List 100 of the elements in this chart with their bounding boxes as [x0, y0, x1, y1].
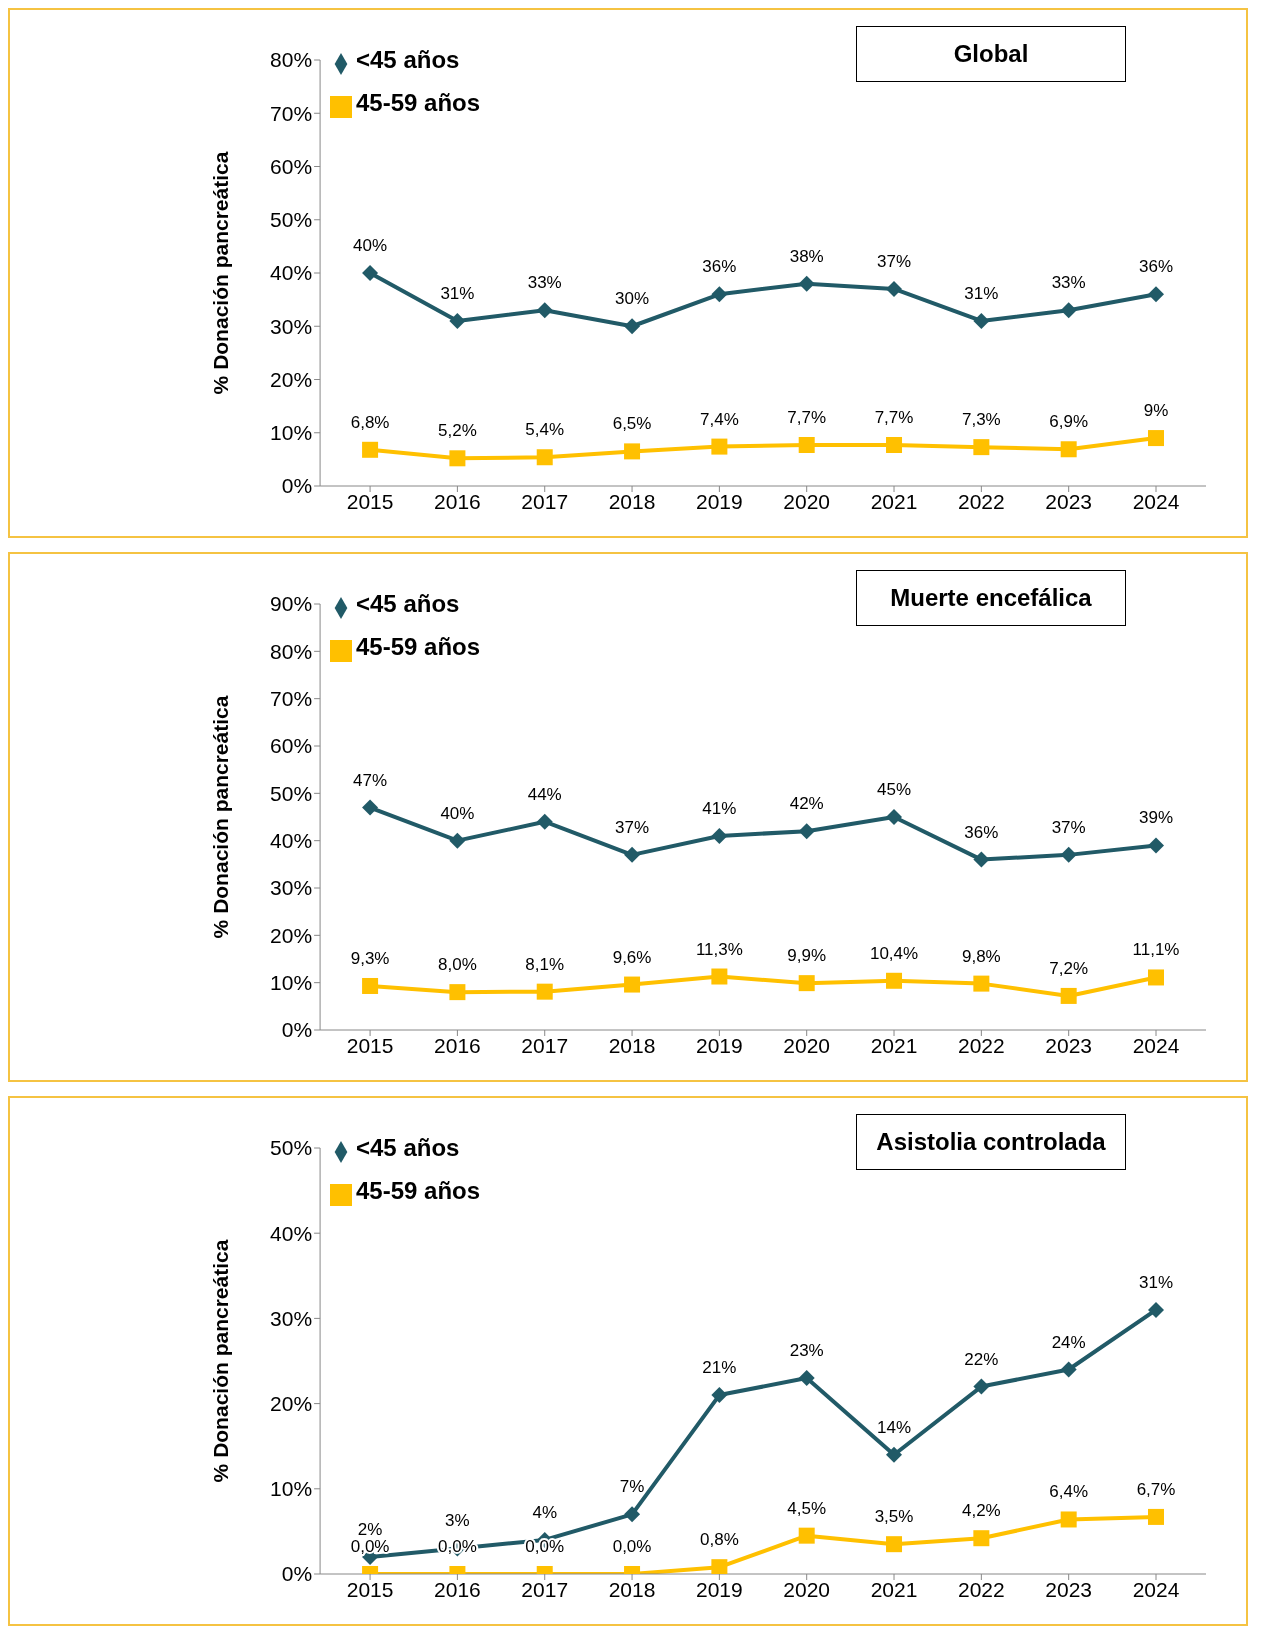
x-tick-label: 2016 [434, 1033, 481, 1057]
y-axis-title: % Donación pancreática [208, 151, 232, 395]
data-label: 30% [615, 289, 650, 309]
point [536, 983, 553, 1000]
data-label: 44% [527, 784, 562, 804]
y-axis-title: % Donación pancreática [208, 695, 232, 939]
point [886, 437, 903, 453]
x-tick-label: 2023 [1045, 489, 1093, 513]
data-label: 0,8% [700, 1530, 739, 1550]
y-tick-label: 80% [270, 48, 313, 72]
point [624, 976, 641, 993]
y-tick-label: 70% [270, 687, 313, 711]
point [1148, 286, 1164, 303]
point [973, 439, 990, 456]
point [536, 813, 553, 830]
point [1060, 302, 1077, 319]
data-label: 37% [615, 817, 650, 837]
point [886, 1536, 903, 1553]
data-label: 31% [964, 283, 999, 303]
legend-label: <45 años [356, 590, 460, 617]
legend-label: 45-59 años [356, 89, 481, 116]
x-tick-label: 2017 [521, 489, 569, 513]
data-label: 6,5% [612, 414, 652, 434]
data-label: 11,3% [695, 939, 743, 959]
y-tick-label: 30% [270, 314, 313, 338]
x-tick-label: 2015 [346, 1577, 394, 1601]
data-label: 36% [1138, 257, 1174, 277]
point [624, 443, 641, 460]
x-tick-label: 2022 [957, 489, 1005, 513]
y-tick-label: 90% [270, 592, 313, 616]
data-label: 6,8% [350, 412, 390, 432]
x-tick-label: 2021 [870, 489, 918, 513]
y-tick-label: 40% [270, 1221, 313, 1245]
point [362, 977, 379, 994]
data-label: 31% [1138, 1272, 1174, 1292]
data-label: 9,3% [350, 948, 390, 968]
y-tick-label: 10% [270, 1477, 313, 1501]
data-label: 11,1% [1132, 940, 1180, 960]
data-label: 7,7% [874, 408, 914, 427]
data-label: 8,0% [438, 955, 477, 975]
point [1060, 1361, 1077, 1378]
y-tick-label: 60% [270, 734, 313, 758]
x-tick-label: 2023 [1045, 1033, 1093, 1057]
point [1148, 1508, 1164, 1525]
data-label: 9,6% [612, 947, 652, 967]
data-label: 5,4% [525, 420, 565, 440]
point [886, 280, 903, 297]
x-tick-label: 2024 [1132, 1033, 1180, 1057]
x-tick-label: 2015 [346, 1033, 394, 1057]
x-tick-label: 2016 [434, 489, 481, 513]
chart-title: Muerte encefálica [890, 584, 1092, 612]
x-tick-label: 2021 [870, 1033, 918, 1057]
y-tick-label: 80% [270, 639, 313, 663]
y-axis-title: % Donación pancreática [208, 1239, 232, 1483]
data-label: 23% [789, 1341, 824, 1361]
point [973, 975, 990, 992]
data-label: 8,1% [525, 954, 565, 974]
point [1148, 837, 1164, 854]
point [1060, 987, 1077, 1004]
x-tick-label: 2024 [1132, 489, 1180, 513]
x-tick-label: 2022 [957, 1033, 1005, 1057]
point [536, 302, 553, 319]
x-tick-label: 2020 [783, 1577, 831, 1601]
data-label: 40% [353, 236, 388, 255]
y-tick-label: 40% [270, 829, 313, 853]
x-tick-label: 2020 [783, 489, 831, 513]
x-tick-label: 2020 [783, 1033, 831, 1057]
y-tick-label: 10% [270, 421, 313, 445]
data-label: 0,0% [525, 1537, 565, 1556]
x-tick-label: 2016 [434, 1577, 481, 1601]
data-label: 38% [789, 246, 824, 266]
chart-title: Global [953, 40, 1029, 68]
point [624, 1506, 641, 1523]
point [973, 312, 990, 329]
legend-label: <45 años [356, 1134, 460, 1161]
data-label: 7,2% [1049, 958, 1089, 978]
data-label: 9,8% [961, 946, 1001, 966]
point [711, 1387, 728, 1404]
x-tick-label: 2017 [521, 1577, 569, 1601]
data-label: 4,5% [787, 1498, 827, 1518]
point [886, 1446, 903, 1463]
data-label: 0,0% [350, 1537, 390, 1556]
y-tick-label: 20% [270, 367, 313, 391]
point [449, 312, 466, 329]
x-tick-label: 2017 [521, 1033, 569, 1057]
data-label: 22% [964, 1349, 999, 1369]
x-tick-label: 2019 [696, 1577, 743, 1601]
x-tick-label: 2023 [1045, 1577, 1093, 1601]
chart-title: Asistolia controlada [876, 1128, 1106, 1156]
y-tick-label: 0% [281, 1018, 313, 1042]
data-label: 47% [353, 770, 388, 790]
data-label: 7,7% [787, 408, 827, 427]
point [449, 984, 466, 1001]
point [362, 799, 379, 816]
data-label: 0,0% [612, 1537, 652, 1556]
legend-label: 45-59 años [356, 1177, 481, 1204]
point [886, 972, 903, 989]
point [973, 1530, 990, 1547]
y-tick-label: 10% [270, 971, 313, 995]
point [1148, 969, 1164, 986]
